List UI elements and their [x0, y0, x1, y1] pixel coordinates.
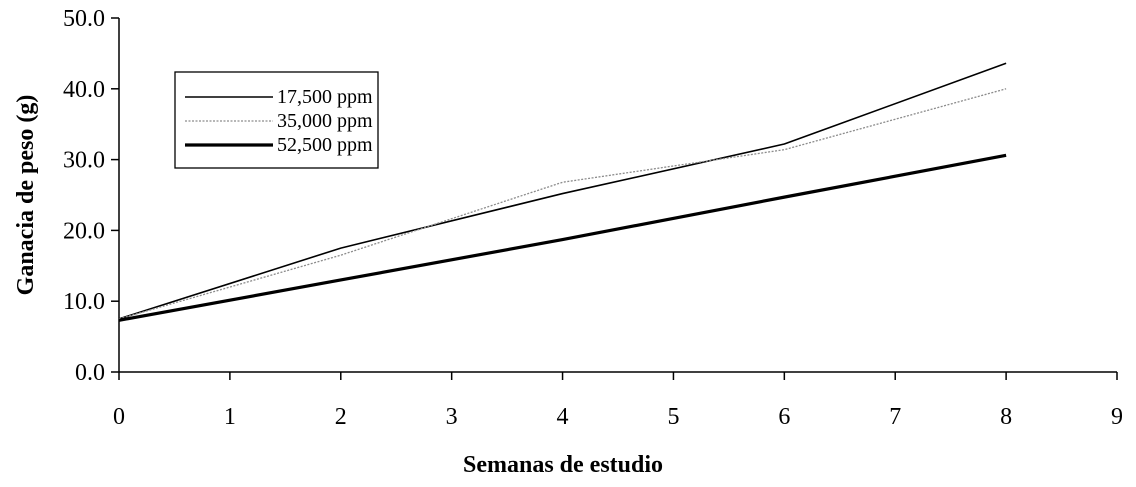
x-tick-label: 0: [113, 404, 125, 430]
series-layer: [118, 62, 1007, 322]
x-tick-label: 9: [1111, 404, 1123, 430]
x-tick-label: 3: [446, 404, 458, 430]
y-tick-label: 10.0: [63, 289, 105, 315]
y-tick-label: 30.0: [63, 148, 105, 174]
y-tick-label: 50.0: [63, 6, 105, 32]
x-tick-label: 8: [1000, 404, 1012, 430]
x-tick-label: 7: [889, 404, 901, 430]
y-tick-label: 0.0: [75, 360, 105, 386]
x-tick-label: 4: [557, 404, 569, 430]
legend-label-1: 17,500 ppm: [277, 86, 373, 108]
x-axis-title: Semanas de estudio: [463, 452, 663, 478]
x-tick-label: 2: [335, 404, 347, 430]
y-axis-title: Ganacia de peso (g): [13, 95, 39, 296]
x-tick-label: 5: [667, 404, 679, 430]
y-tick-label: 20.0: [63, 218, 105, 244]
legend-label-2: 35,000 ppm: [277, 110, 373, 132]
y-tick-label: 40.0: [63, 77, 105, 103]
series-line-3: [118, 153, 1007, 322]
legend-box: [174, 71, 379, 169]
x-tick-label: 6: [778, 404, 790, 430]
series-line-1: [118, 62, 1007, 320]
legend-label-3: 52,500 ppm: [277, 134, 373, 156]
x-tick-label: 1: [224, 404, 236, 430]
axes: 0.0 10.0 20.0 30.0 40.0 50.0 0 1 2 3 4 5 6 7 8 9: [63, 6, 1123, 430]
